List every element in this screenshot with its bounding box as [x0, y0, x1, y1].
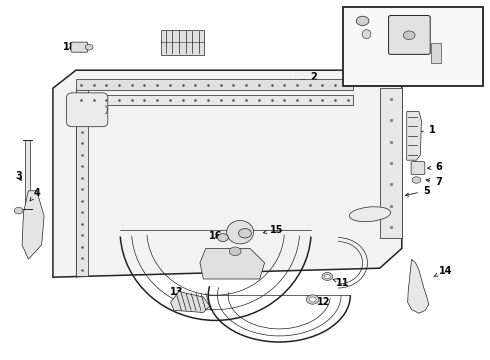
Bar: [76, 95, 353, 105]
Text: 12: 12: [314, 297, 330, 307]
Polygon shape: [171, 292, 210, 312]
Text: 2: 2: [293, 72, 317, 83]
Bar: [380, 88, 402, 238]
Text: 15: 15: [264, 225, 284, 235]
Text: 11: 11: [333, 278, 350, 288]
Ellipse shape: [349, 207, 391, 222]
Text: 7: 7: [426, 177, 442, 187]
Circle shape: [309, 297, 316, 302]
Bar: [76, 89, 88, 276]
Text: 9: 9: [364, 27, 371, 37]
Circle shape: [322, 273, 333, 280]
Ellipse shape: [362, 30, 371, 39]
Bar: [161, 30, 204, 55]
Circle shape: [412, 177, 421, 183]
Polygon shape: [407, 112, 421, 160]
Polygon shape: [53, 70, 402, 277]
Circle shape: [239, 229, 251, 238]
Polygon shape: [22, 191, 44, 259]
Polygon shape: [200, 248, 265, 279]
Text: 4: 4: [30, 188, 40, 201]
Text: 3: 3: [15, 171, 22, 181]
Text: 1: 1: [416, 125, 436, 135]
FancyBboxPatch shape: [67, 93, 108, 127]
Circle shape: [85, 44, 93, 50]
Circle shape: [403, 31, 415, 40]
Bar: [24, 140, 30, 209]
Text: 14: 14: [434, 266, 453, 276]
Bar: [76, 79, 353, 90]
Ellipse shape: [226, 220, 254, 244]
Circle shape: [306, 295, 319, 304]
FancyBboxPatch shape: [411, 162, 425, 175]
Circle shape: [14, 207, 23, 214]
Text: 17: 17: [73, 101, 86, 111]
Text: 18: 18: [63, 42, 76, 52]
FancyBboxPatch shape: [389, 15, 430, 54]
Text: 10: 10: [234, 267, 253, 279]
Text: 8: 8: [175, 33, 182, 43]
Text: 13: 13: [170, 287, 183, 297]
Circle shape: [229, 247, 241, 256]
Circle shape: [324, 274, 330, 279]
Circle shape: [356, 16, 369, 26]
Circle shape: [218, 234, 228, 242]
Text: 6: 6: [428, 162, 442, 172]
Bar: [343, 7, 483, 86]
Bar: [431, 43, 441, 63]
FancyBboxPatch shape: [71, 42, 88, 52]
Polygon shape: [408, 259, 429, 313]
Text: 5: 5: [406, 186, 430, 196]
Text: 16: 16: [209, 231, 222, 241]
